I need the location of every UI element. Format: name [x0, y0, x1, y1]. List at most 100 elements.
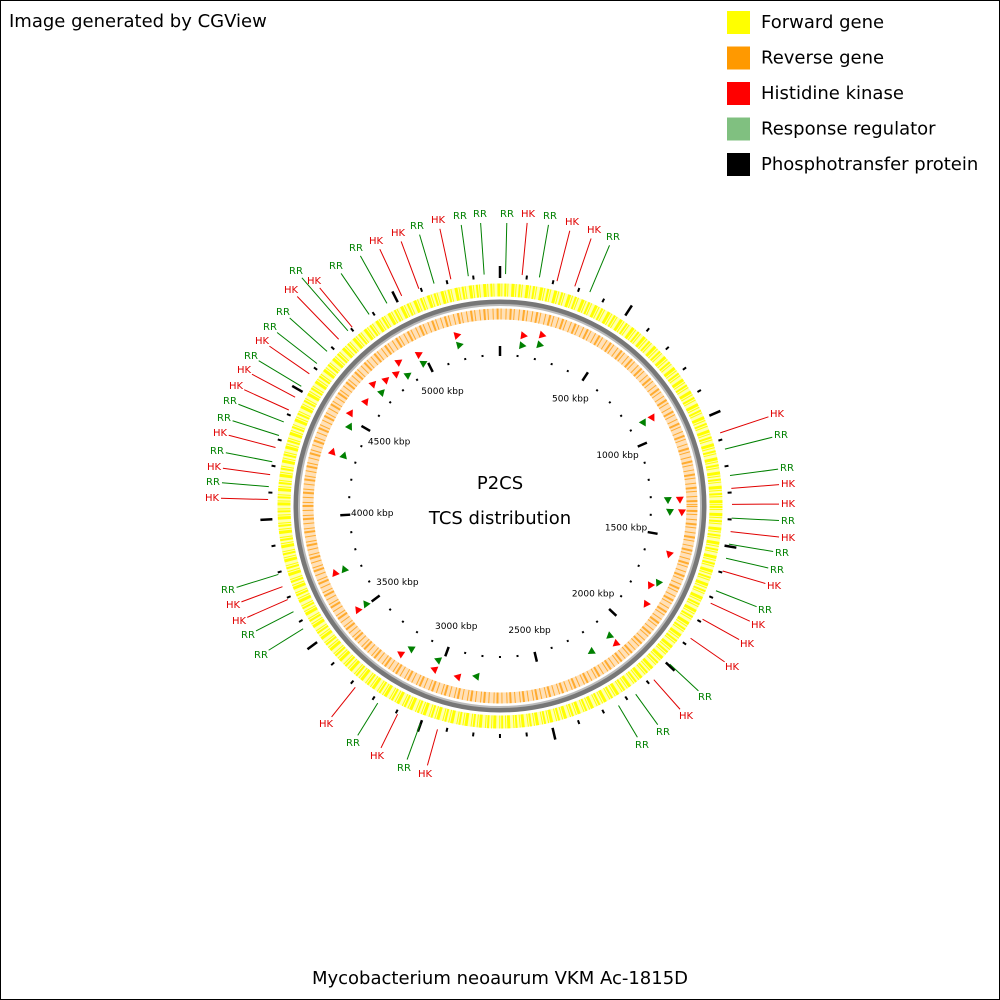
- feature-label: RR: [244, 351, 258, 362]
- feature-marker: [391, 371, 400, 379]
- feature-label: RR: [781, 516, 795, 527]
- outer-tick: [624, 304, 633, 317]
- inner-tick: [377, 414, 381, 418]
- outer-tick: [718, 438, 723, 442]
- inner-tick: [595, 620, 599, 624]
- feature-marker: [419, 360, 428, 368]
- feature-marker: [655, 578, 664, 587]
- inner-tick: [550, 646, 553, 650]
- feature-marker: [587, 646, 596, 654]
- feature-label: HK: [205, 493, 220, 504]
- feature-label: HK: [418, 769, 433, 780]
- legend-swatch: [727, 46, 750, 70]
- inner-tick: [643, 548, 646, 551]
- feature-label: HK: [237, 365, 252, 376]
- footer-caption: Mycobacterium neoaurum VKM Ac-1815D: [312, 968, 688, 989]
- outer-tick: [286, 413, 292, 417]
- outer-tick: [391, 290, 399, 303]
- legend-label: Reverse gene: [761, 48, 884, 69]
- feature-leader: [556, 230, 571, 282]
- feature-label: HK: [770, 409, 785, 420]
- feature-label: HK: [751, 620, 766, 631]
- inner-tick: [647, 530, 658, 536]
- feature-leader: [228, 434, 276, 448]
- feature-label: RR: [397, 763, 411, 774]
- outer-tick: [601, 298, 606, 303]
- feature-leader: [221, 482, 269, 488]
- feature-marker: [434, 657, 443, 665]
- header-title: Image generated by CGView: [9, 11, 267, 32]
- feature-leader: [419, 234, 435, 284]
- inner-tick: [370, 594, 381, 603]
- feature-marker: [612, 638, 621, 647]
- feature-marker: [361, 398, 369, 407]
- feature-marker: [677, 509, 686, 517]
- feature-marker: [381, 376, 390, 385]
- feature-label: HK: [521, 209, 536, 220]
- outer-tick: [724, 544, 737, 549]
- inner-tick: [415, 630, 419, 634]
- outer-tick: [551, 727, 557, 740]
- feature-marker: [666, 508, 674, 516]
- outer-tick: [577, 287, 581, 293]
- feature-leader: [236, 573, 279, 588]
- outer-tick: [601, 709, 605, 714]
- feature-marker: [341, 565, 350, 574]
- feature-leader: [232, 420, 280, 437]
- feature-leader: [247, 599, 288, 618]
- legend-swatch: [727, 153, 750, 176]
- feature-label: RR: [780, 463, 794, 474]
- inner-tick: [401, 388, 405, 392]
- feature-leader: [722, 570, 766, 584]
- feature-leader: [406, 723, 421, 760]
- feature-label: RR: [543, 211, 557, 222]
- feature-leader: [426, 729, 438, 766]
- inner-tick: [430, 639, 434, 643]
- feature-marker: [643, 599, 651, 608]
- outer-tick: [286, 595, 292, 599]
- inner-tick: [629, 429, 633, 432]
- feature-leader: [268, 628, 304, 651]
- backbone-inner: [298, 304, 702, 708]
- feature-leader: [251, 373, 296, 398]
- outer-tick: [260, 517, 273, 522]
- feature-label: RR: [206, 477, 220, 488]
- feature-label: RR: [774, 430, 788, 441]
- feature-label: HK: [781, 479, 796, 490]
- legend-label: Phosphotransfer protein: [761, 154, 978, 175]
- feature-marker: [430, 666, 439, 675]
- feature-label: HK: [229, 381, 244, 392]
- feature-label: HK: [307, 276, 322, 287]
- inner-tick: [360, 424, 371, 433]
- feature-leader: [319, 287, 353, 328]
- outer-tick: [350, 327, 355, 332]
- feature-label: RR: [770, 565, 784, 576]
- outer-tick: [271, 464, 276, 468]
- scale-label: 3000 kbp: [435, 622, 478, 632]
- feature-label: HK: [781, 533, 796, 544]
- feature-marker: [606, 631, 615, 639]
- scale-label: 4000 kbp: [351, 509, 394, 519]
- feature-marker: [453, 332, 462, 340]
- feature-marker: [647, 413, 655, 422]
- feature-leader: [710, 602, 751, 622]
- feature-marker: [377, 389, 385, 398]
- feature-label: HK: [213, 428, 228, 439]
- feature-leader: [702, 618, 740, 641]
- outer-tick: [271, 544, 276, 548]
- feature-marker: [538, 330, 547, 339]
- feature-leader: [225, 452, 273, 463]
- feature-marker: [327, 447, 336, 456]
- feature-label: RR: [635, 740, 649, 751]
- feature-leader: [238, 403, 284, 423]
- feature-leader: [669, 663, 699, 692]
- backbone: [293, 299, 707, 713]
- feature-leader: [269, 345, 310, 375]
- feature-label: HK: [679, 711, 694, 722]
- feature-leader: [731, 517, 780, 522]
- feature-label: RR: [221, 585, 235, 596]
- feature-leader: [725, 557, 769, 569]
- outer-tick: [306, 641, 318, 651]
- outer-tick: [577, 719, 581, 725]
- feature-leader: [730, 531, 780, 538]
